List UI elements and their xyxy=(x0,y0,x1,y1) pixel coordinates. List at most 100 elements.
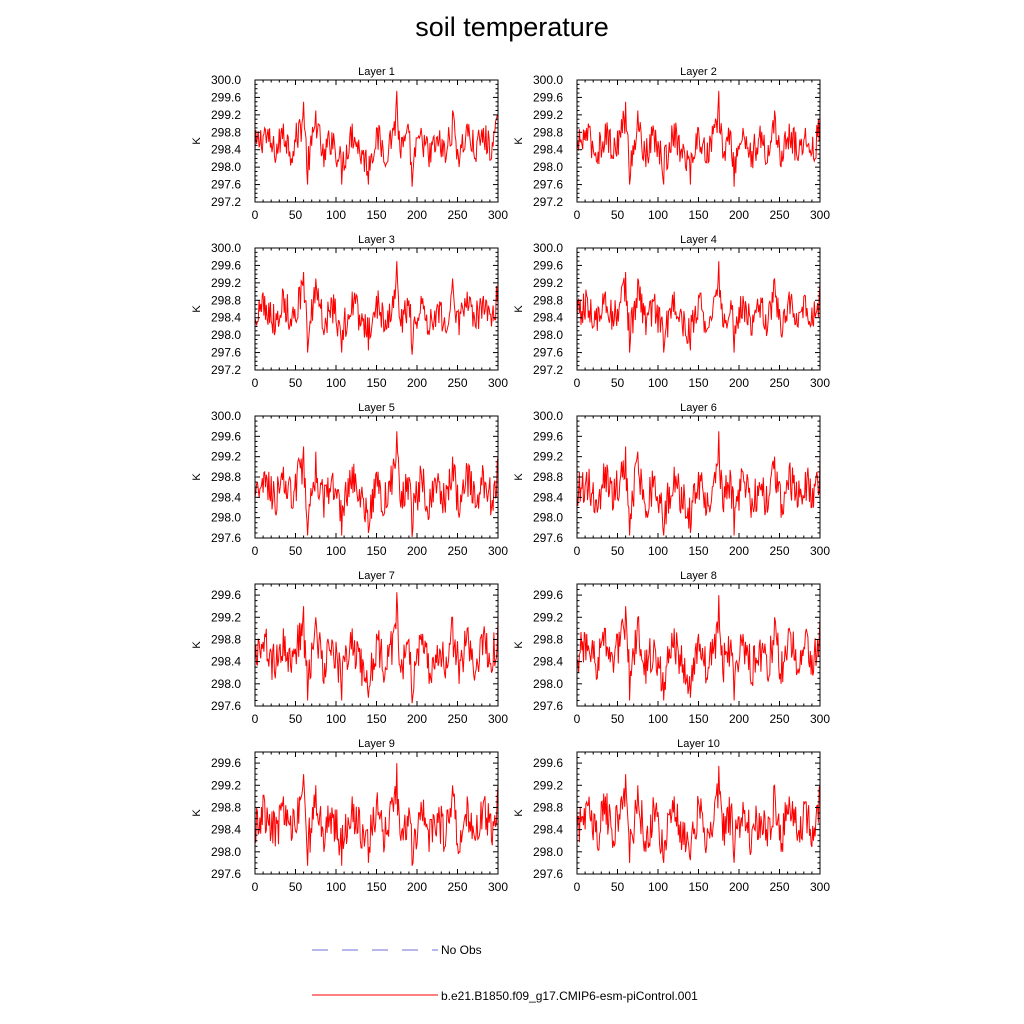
y-axis-label: K xyxy=(513,809,525,817)
y-tick-label: 299.2 xyxy=(211,450,241,464)
panel-title: Layer 10 xyxy=(677,738,720,750)
x-tick-label: 300 xyxy=(488,712,508,726)
y-tick-label: 299.2 xyxy=(533,108,563,122)
y-tick-label: 299.6 xyxy=(211,258,241,272)
y-tick-label: 300.0 xyxy=(211,409,241,423)
x-tick-label: 0 xyxy=(574,880,581,894)
panel-7: Layer 7 K 0 50 100 150 200 250 300 297.6 298.0 298.… xyxy=(191,570,508,726)
y-axis-label: K xyxy=(513,641,525,649)
y-tick-label: 300.0 xyxy=(533,409,563,423)
y-tick-label: 300.0 xyxy=(533,73,563,87)
y-tick-label: 299.2 xyxy=(211,778,241,792)
x-tick-label: 300 xyxy=(488,376,508,390)
panel-title: Layer 8 xyxy=(680,570,717,582)
y-tick-label: 298.8 xyxy=(211,470,241,484)
x-tick-label: 50 xyxy=(289,208,303,222)
x-tick-label: 100 xyxy=(648,544,668,558)
panel-8: Layer 8 K 0 50 100 150 200 250 300 297.6 298.0 298.… xyxy=(513,570,830,726)
y-tick-label: 300.0 xyxy=(211,241,241,255)
y-tick-label: 299.6 xyxy=(533,756,563,770)
x-tick-label: 150 xyxy=(366,544,386,558)
panel-title: Layer 4 xyxy=(680,234,717,246)
x-tick-label: 200 xyxy=(729,376,749,390)
y-tick-label: 298.0 xyxy=(533,845,563,859)
x-tick-label: 150 xyxy=(688,208,708,222)
series-line xyxy=(576,90,821,187)
y-tick-label: 298.0 xyxy=(211,160,241,174)
y-tick-label: 297.6 xyxy=(211,346,241,360)
legend-obs-swatch xyxy=(312,949,438,951)
y-tick-label: 298.0 xyxy=(533,677,563,691)
y-axis-label: K xyxy=(513,473,525,481)
x-tick-label: 150 xyxy=(688,544,708,558)
y-axis-label: K xyxy=(191,305,203,313)
panel-5: Layer 5 K 0 50 100 150 200 250 300 297.6 298.0 298.… xyxy=(191,402,508,558)
x-tick-label: 100 xyxy=(326,880,346,894)
panel-3: Layer 3 K 0 50 100 150 200 250 300 297.2 297.6 298.… xyxy=(191,234,508,390)
y-axis-label: K xyxy=(191,641,203,649)
y-tick-label: 297.6 xyxy=(211,531,241,545)
x-tick-label: 150 xyxy=(688,376,708,390)
y-tick-label: 298.4 xyxy=(533,311,563,325)
y-tick-label: 299.6 xyxy=(533,90,563,104)
panel-4: Layer 4 K 0 50 100 150 200 250 300 297.2 297.6 298.… xyxy=(513,234,830,390)
panel-title: Layer 7 xyxy=(358,570,395,582)
x-tick-label: 200 xyxy=(407,208,427,222)
y-tick-label: 298.4 xyxy=(211,823,241,837)
x-tick-label: 250 xyxy=(769,712,789,726)
x-tick-label: 150 xyxy=(366,376,386,390)
x-tick-label: 200 xyxy=(407,544,427,558)
y-axis-label: K xyxy=(191,137,203,145)
x-tick-label: 200 xyxy=(729,544,749,558)
y-tick-label: 299.2 xyxy=(211,276,241,290)
y-tick-label: 298.4 xyxy=(533,655,563,669)
y-tick-label: 299.6 xyxy=(533,588,563,602)
x-tick-label: 100 xyxy=(326,712,346,726)
x-tick-label: 300 xyxy=(810,208,830,222)
y-tick-label: 298.8 xyxy=(533,293,563,307)
y-tick-label: 297.6 xyxy=(211,699,241,713)
x-tick-label: 250 xyxy=(769,208,789,222)
y-tick-label: 298.0 xyxy=(533,511,563,525)
y-tick-label: 298.8 xyxy=(211,125,241,139)
y-tick-label: 297.6 xyxy=(533,699,563,713)
y-tick-label: 298.0 xyxy=(533,160,563,174)
y-tick-label: 299.6 xyxy=(211,756,241,770)
y-tick-label: 299.6 xyxy=(211,90,241,104)
panel-title: Layer 5 xyxy=(358,402,395,414)
x-tick-label: 0 xyxy=(574,544,581,558)
y-tick-label: 299.2 xyxy=(533,610,563,624)
panel-title: Layer 6 xyxy=(680,402,717,414)
x-tick-label: 250 xyxy=(447,208,467,222)
y-tick-label: 299.6 xyxy=(211,429,241,443)
y-tick-label: 297.6 xyxy=(211,867,241,881)
x-tick-label: 100 xyxy=(326,376,346,390)
x-tick-label: 50 xyxy=(289,544,303,558)
x-tick-label: 200 xyxy=(407,880,427,894)
x-tick-label: 0 xyxy=(252,712,259,726)
y-tick-label: 298.8 xyxy=(533,632,563,646)
y-tick-label: 297.2 xyxy=(533,195,563,209)
x-tick-label: 200 xyxy=(729,880,749,894)
y-tick-label: 298.8 xyxy=(211,632,241,646)
y-tick-label: 298.8 xyxy=(533,125,563,139)
panel-title: Layer 2 xyxy=(680,66,717,78)
x-tick-label: 150 xyxy=(688,712,708,726)
x-tick-label: 50 xyxy=(611,880,625,894)
panel-title: Layer 1 xyxy=(358,66,395,78)
legend-model-label: b.e21.B1850.f09_g17.CMIP6-esm-piControl.… xyxy=(441,989,698,1003)
x-tick-label: 50 xyxy=(611,208,625,222)
plot-frame xyxy=(576,79,821,203)
x-tick-label: 250 xyxy=(769,544,789,558)
panel-title: Layer 3 xyxy=(358,234,395,246)
series-line xyxy=(254,763,499,866)
y-tick-label: 298.4 xyxy=(533,490,563,504)
y-tick-label: 297.2 xyxy=(211,363,241,377)
x-tick-label: 300 xyxy=(488,880,508,894)
x-tick-label: 100 xyxy=(648,208,668,222)
x-tick-label: 0 xyxy=(252,208,259,222)
x-tick-label: 250 xyxy=(769,880,789,894)
panel-6: Layer 6 K 0 50 100 150 200 250 300 297.6 298.0 298.… xyxy=(513,402,830,558)
y-tick-label: 299.6 xyxy=(533,429,563,443)
x-tick-label: 50 xyxy=(611,712,625,726)
